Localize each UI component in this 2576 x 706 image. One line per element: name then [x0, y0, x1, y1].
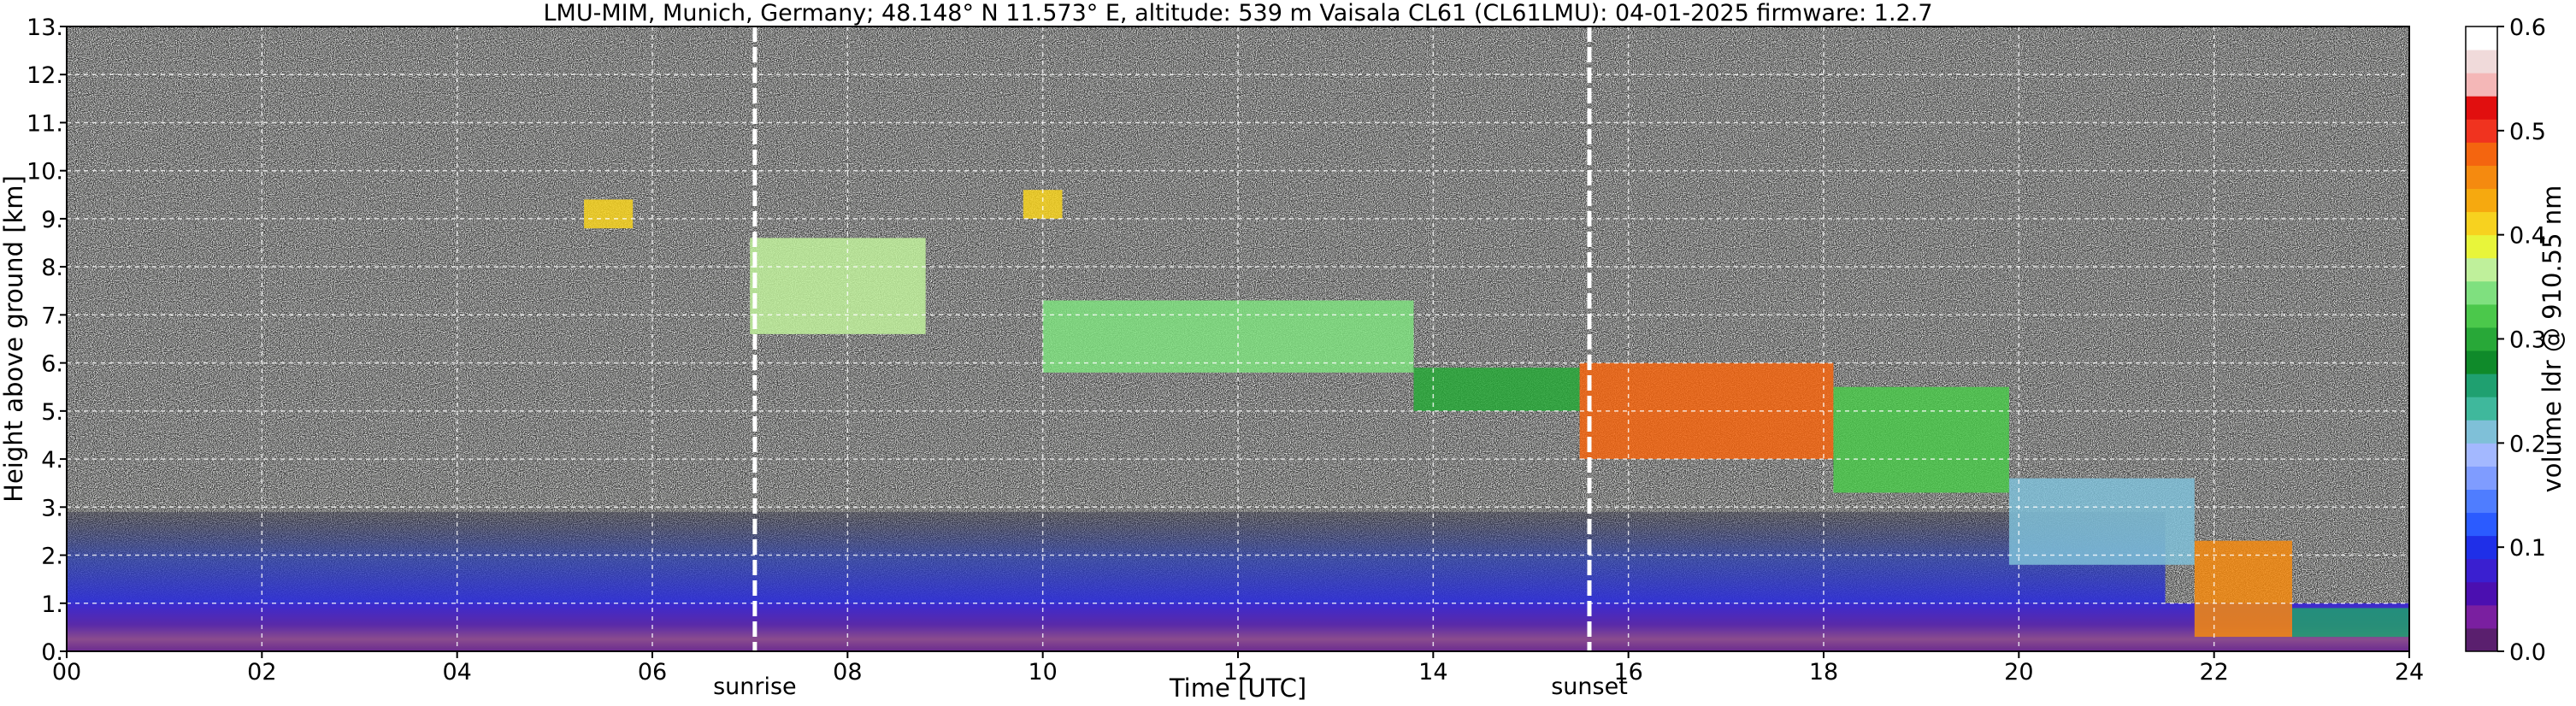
chart-title: LMU-MIM, Munich, Germany; 48.148° N 11.5…: [543, 0, 1932, 26]
x-tick-label: 02: [247, 659, 276, 685]
colorbar-segment: [2466, 188, 2497, 213]
x-tick-label: 20: [2004, 659, 2033, 685]
colorbar-segment: [2466, 280, 2497, 305]
colorbar-tick-label: 0.1: [2509, 535, 2546, 562]
colorbar-segment: [2466, 165, 2497, 190]
x-tick-label: 18: [1809, 659, 1838, 685]
y-tick-label: 9.: [41, 207, 63, 233]
data-layer-cirrus: [584, 199, 634, 229]
x-tick-label: 16: [1613, 659, 1642, 685]
colorbar-segment: [2466, 443, 2497, 467]
y-tick-label: 5.: [41, 399, 63, 426]
colorbar-segment: [2466, 535, 2497, 560]
colorbar-segment: [2466, 627, 2497, 652]
x-tick-label: 12: [1223, 659, 1253, 685]
x-tick-label: 24: [2395, 659, 2424, 685]
colorbar-segment: [2466, 142, 2497, 166]
x-tick-label: 00: [52, 659, 81, 685]
colorbar-segment: [2466, 96, 2497, 120]
colorbar-tick-label: 0.0: [2509, 639, 2546, 666]
data-layer-cloud: [1042, 300, 1414, 373]
x-tick-label: 14: [1418, 659, 1447, 685]
colorbar-segment: [2466, 257, 2497, 282]
colorbar-segment: [2466, 350, 2497, 374]
x-axis-label: Time [UTC]: [1169, 674, 1306, 703]
colorbar-tick-label: 0.4: [2509, 223, 2546, 250]
colorbar-segment: [2466, 604, 2497, 629]
y-tick-label: 2.: [41, 544, 63, 570]
colorbar-tick-label: 0.3: [2509, 327, 2546, 354]
y-tick-label: 6.: [41, 351, 63, 378]
colorbar-segment: [2466, 581, 2497, 606]
y-tick-label: 3.: [41, 495, 63, 521]
colorbar-label: volume ldr @ 910.55 nm: [2538, 185, 2567, 493]
y-tick-label: 12.: [27, 62, 63, 89]
sunset-label: sunset: [1551, 674, 1628, 700]
colorbar-segment: [2466, 303, 2497, 328]
data-layer-cloud: [2194, 540, 2292, 638]
y-tick-label: 10.: [27, 159, 63, 185]
colorbar-segment: [2466, 558, 2497, 583]
colorbar-segment: [2466, 489, 2497, 514]
y-tick-label: 4.: [41, 447, 63, 474]
colorbar-segment: [2466, 512, 2497, 537]
data-layer-cirrus: [750, 238, 926, 334]
data-layer-aerosol-layer: [67, 511, 2166, 603]
x-tick-label: 22: [2199, 659, 2228, 685]
sunrise-label: sunrise: [713, 674, 797, 700]
y-tick-label: 1.: [41, 591, 63, 618]
colorbar-segment: [2466, 234, 2497, 259]
colorbar-segment: [2466, 119, 2497, 143]
colorbar-segment: [2466, 327, 2497, 351]
data-layer-cirrus: [1023, 190, 1063, 219]
colorbar-segment: [2466, 374, 2497, 397]
colorbar-tick-label: 0.6: [2509, 15, 2546, 41]
x-tick-label: 06: [638, 659, 667, 685]
y-axis-label: Height above ground [km]: [0, 175, 28, 503]
colorbar-tick-label: 0.5: [2509, 119, 2546, 145]
colorbar-segment: [2466, 211, 2497, 236]
colorbar-segment: [2466, 26, 2497, 50]
data-layer-cloud: [2292, 608, 2409, 638]
data-layer-cloud: [1413, 368, 1580, 411]
y-tick-label: 11.: [27, 110, 63, 137]
colorbar-segment: [2466, 397, 2497, 421]
colorbar-segment: [2466, 73, 2497, 97]
y-tick-label: 8.: [41, 255, 63, 281]
colorbar-segment: [2466, 466, 2497, 490]
data-layer-cloud: [1579, 362, 1834, 460]
y-tick-label: 0.: [41, 639, 63, 666]
data-layer-cloud: [2008, 478, 2195, 565]
x-tick-label: 08: [833, 659, 862, 685]
colorbar-tick-label: 0.2: [2509, 431, 2546, 457]
x-tick-label: 10: [1028, 659, 1057, 685]
colorbar-segment: [2466, 420, 2497, 444]
colorbar-segment: [2466, 50, 2497, 74]
y-tick-label: 13.: [27, 15, 63, 41]
x-tick-label: 04: [442, 659, 471, 685]
y-tick-label: 7.: [41, 303, 63, 329]
data-layer-cloud: [1833, 386, 2009, 493]
